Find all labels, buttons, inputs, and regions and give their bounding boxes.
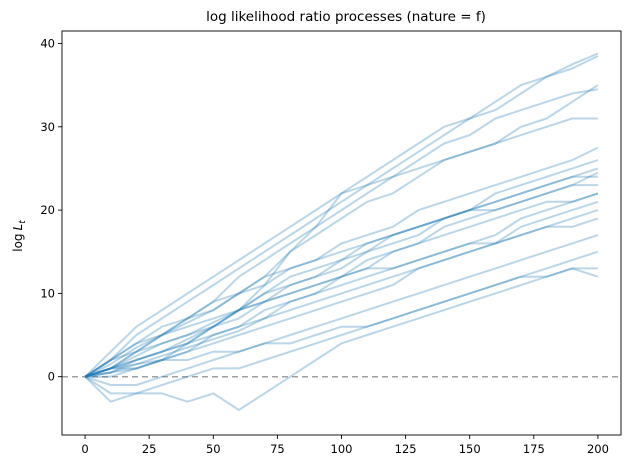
series-line-16 — [84, 267, 599, 411]
series-line-9 — [85, 171, 599, 378]
x-tick-label: 125 — [395, 442, 417, 456]
series-line-7 — [84, 159, 599, 378]
series-line-19 — [84, 184, 598, 378]
x-tick-label: 175 — [523, 442, 545, 456]
series-line-20 — [84, 175, 598, 378]
series-line-10 — [84, 192, 599, 378]
plot-frame — [61, 30, 622, 436]
x-tick-label: 0 — [81, 442, 88, 456]
y-tick-label: 20 — [40, 203, 55, 217]
y-tick-label: 10 — [40, 286, 55, 300]
series-line-18 — [84, 192, 599, 378]
x-tick-label: 50 — [206, 442, 221, 456]
y-tick-label: 40 — [40, 36, 55, 50]
chart-title: log likelihood ratio processes (nature =… — [206, 9, 486, 25]
y-axis: 0 10 20 30 40 — [40, 36, 62, 384]
series-line-12 — [84, 209, 599, 378]
series-line-8 — [84, 167, 599, 378]
y-tick-label: 0 — [48, 370, 55, 384]
x-tick-label: 75 — [270, 442, 285, 456]
series-line-1 — [84, 55, 599, 378]
series-line-14 — [84, 234, 599, 386]
series-line-15 — [84, 250, 599, 403]
x-tick-label: 100 — [331, 442, 353, 456]
x-tick-label: 200 — [587, 442, 609, 456]
x-axis: 0 25 50 75 100 125 150 175 200 — [81, 435, 609, 456]
y-axis-label-var: L — [11, 224, 25, 231]
y-axis-label-sub: t — [18, 220, 28, 224]
y-axis-label-base: log — [11, 233, 25, 251]
y-axis-label: log Lt — [11, 220, 28, 252]
series-line-5 — [84, 117, 598, 378]
x-tick-label: 25 — [142, 442, 157, 456]
series-line-17 — [84, 267, 598, 378]
series-line-2 — [84, 52, 599, 378]
series-line-13 — [84, 217, 599, 378]
plot-area — [62, 52, 621, 411]
series-line-11 — [84, 200, 599, 378]
x-tick-label: 150 — [459, 442, 481, 456]
series-line-6 — [84, 146, 599, 378]
series-line-3 — [84, 88, 599, 378]
y-tick-label: 30 — [40, 120, 55, 134]
series-line-4 — [84, 84, 599, 378]
